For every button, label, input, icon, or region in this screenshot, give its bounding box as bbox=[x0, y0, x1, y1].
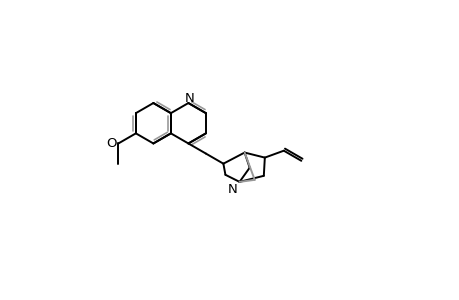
Text: N: N bbox=[227, 183, 237, 196]
Text: O: O bbox=[106, 137, 116, 150]
Text: N: N bbox=[185, 92, 194, 105]
